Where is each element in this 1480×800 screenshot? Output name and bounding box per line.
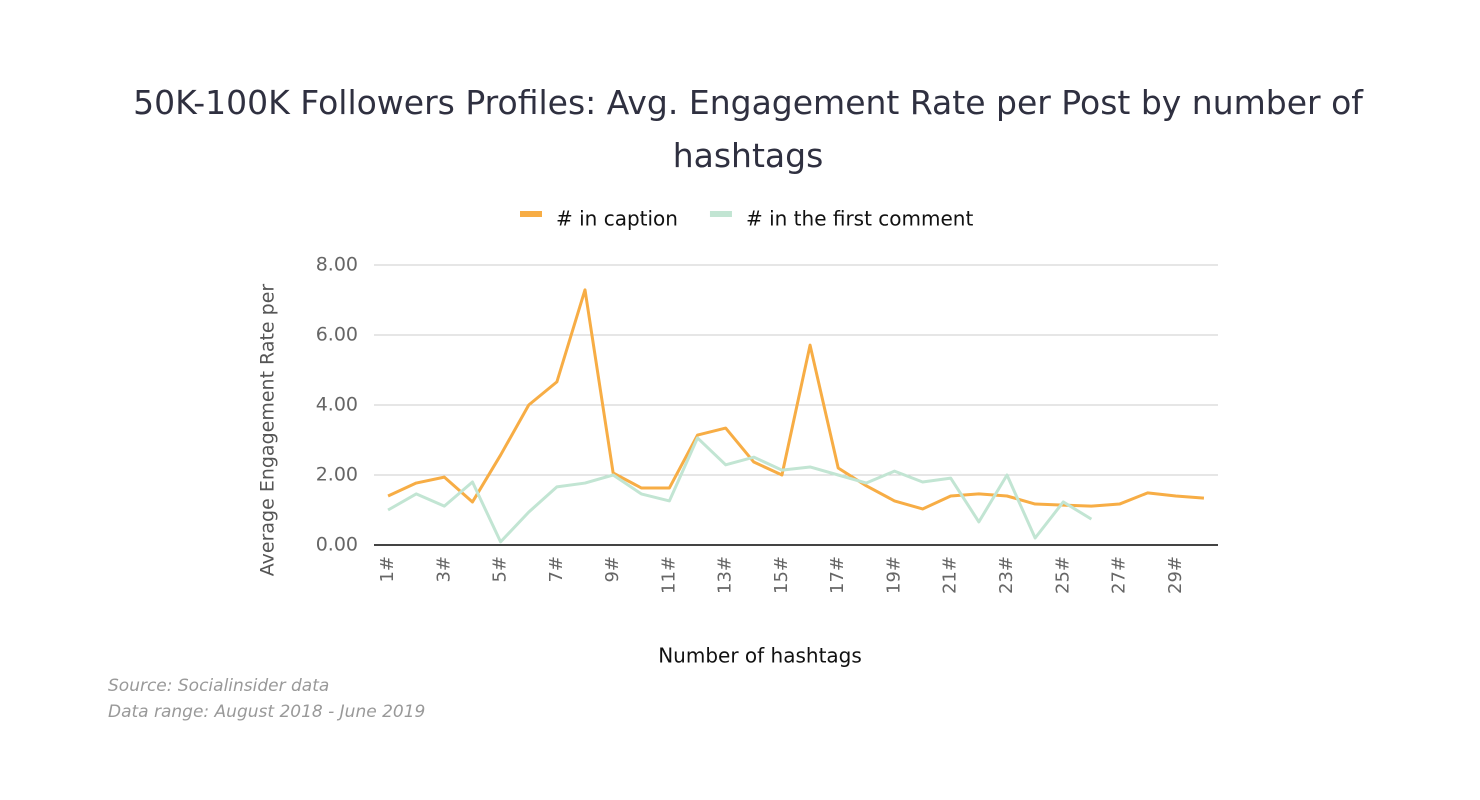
y-tick-label: 8.00 [316, 254, 358, 276]
y-tick-label: 6.00 [316, 324, 358, 346]
y-axis-label: Average Engagement Rate per [257, 284, 279, 577]
x-axis-label: Number of hashtags [658, 644, 862, 668]
x-tick-label: 25# [1052, 556, 1073, 594]
x-tick-label: 1# [377, 556, 398, 583]
footnote: Data range: August 2018 - June 2019 [108, 702, 425, 722]
x-tick-label: 11# [658, 556, 679, 594]
x-tick-label: 21# [940, 556, 961, 594]
x-tick-label: 27# [1109, 556, 1130, 594]
x-tick-label: 3# [433, 556, 454, 583]
legend-label: # in caption [556, 207, 678, 231]
footnote: Source: Socialinsider data [108, 676, 329, 696]
x-tick-label: 17# [827, 556, 848, 594]
series-line [387, 436, 1093, 544]
legend-label: # in the first comment [746, 207, 974, 231]
x-tick-label: 19# [883, 556, 904, 594]
series-line [387, 288, 1205, 511]
x-tick-label: 23# [996, 556, 1017, 594]
x-tick-label: 13# [715, 556, 736, 594]
y-tick-label: 0.00 [316, 534, 358, 556]
x-tick-label: 29# [1165, 556, 1186, 594]
y-tick-label: 4.00 [316, 394, 358, 416]
x-tick-label: 5# [490, 556, 511, 583]
chart-title: 50K-100K Followers Profiles: Avg. Engage… [133, 83, 1363, 175]
x-tick-label: 7# [546, 556, 567, 583]
x-tick-label: 9# [602, 556, 623, 583]
y-tick-label: 2.00 [316, 464, 358, 486]
x-tick-label: 15# [771, 556, 792, 594]
